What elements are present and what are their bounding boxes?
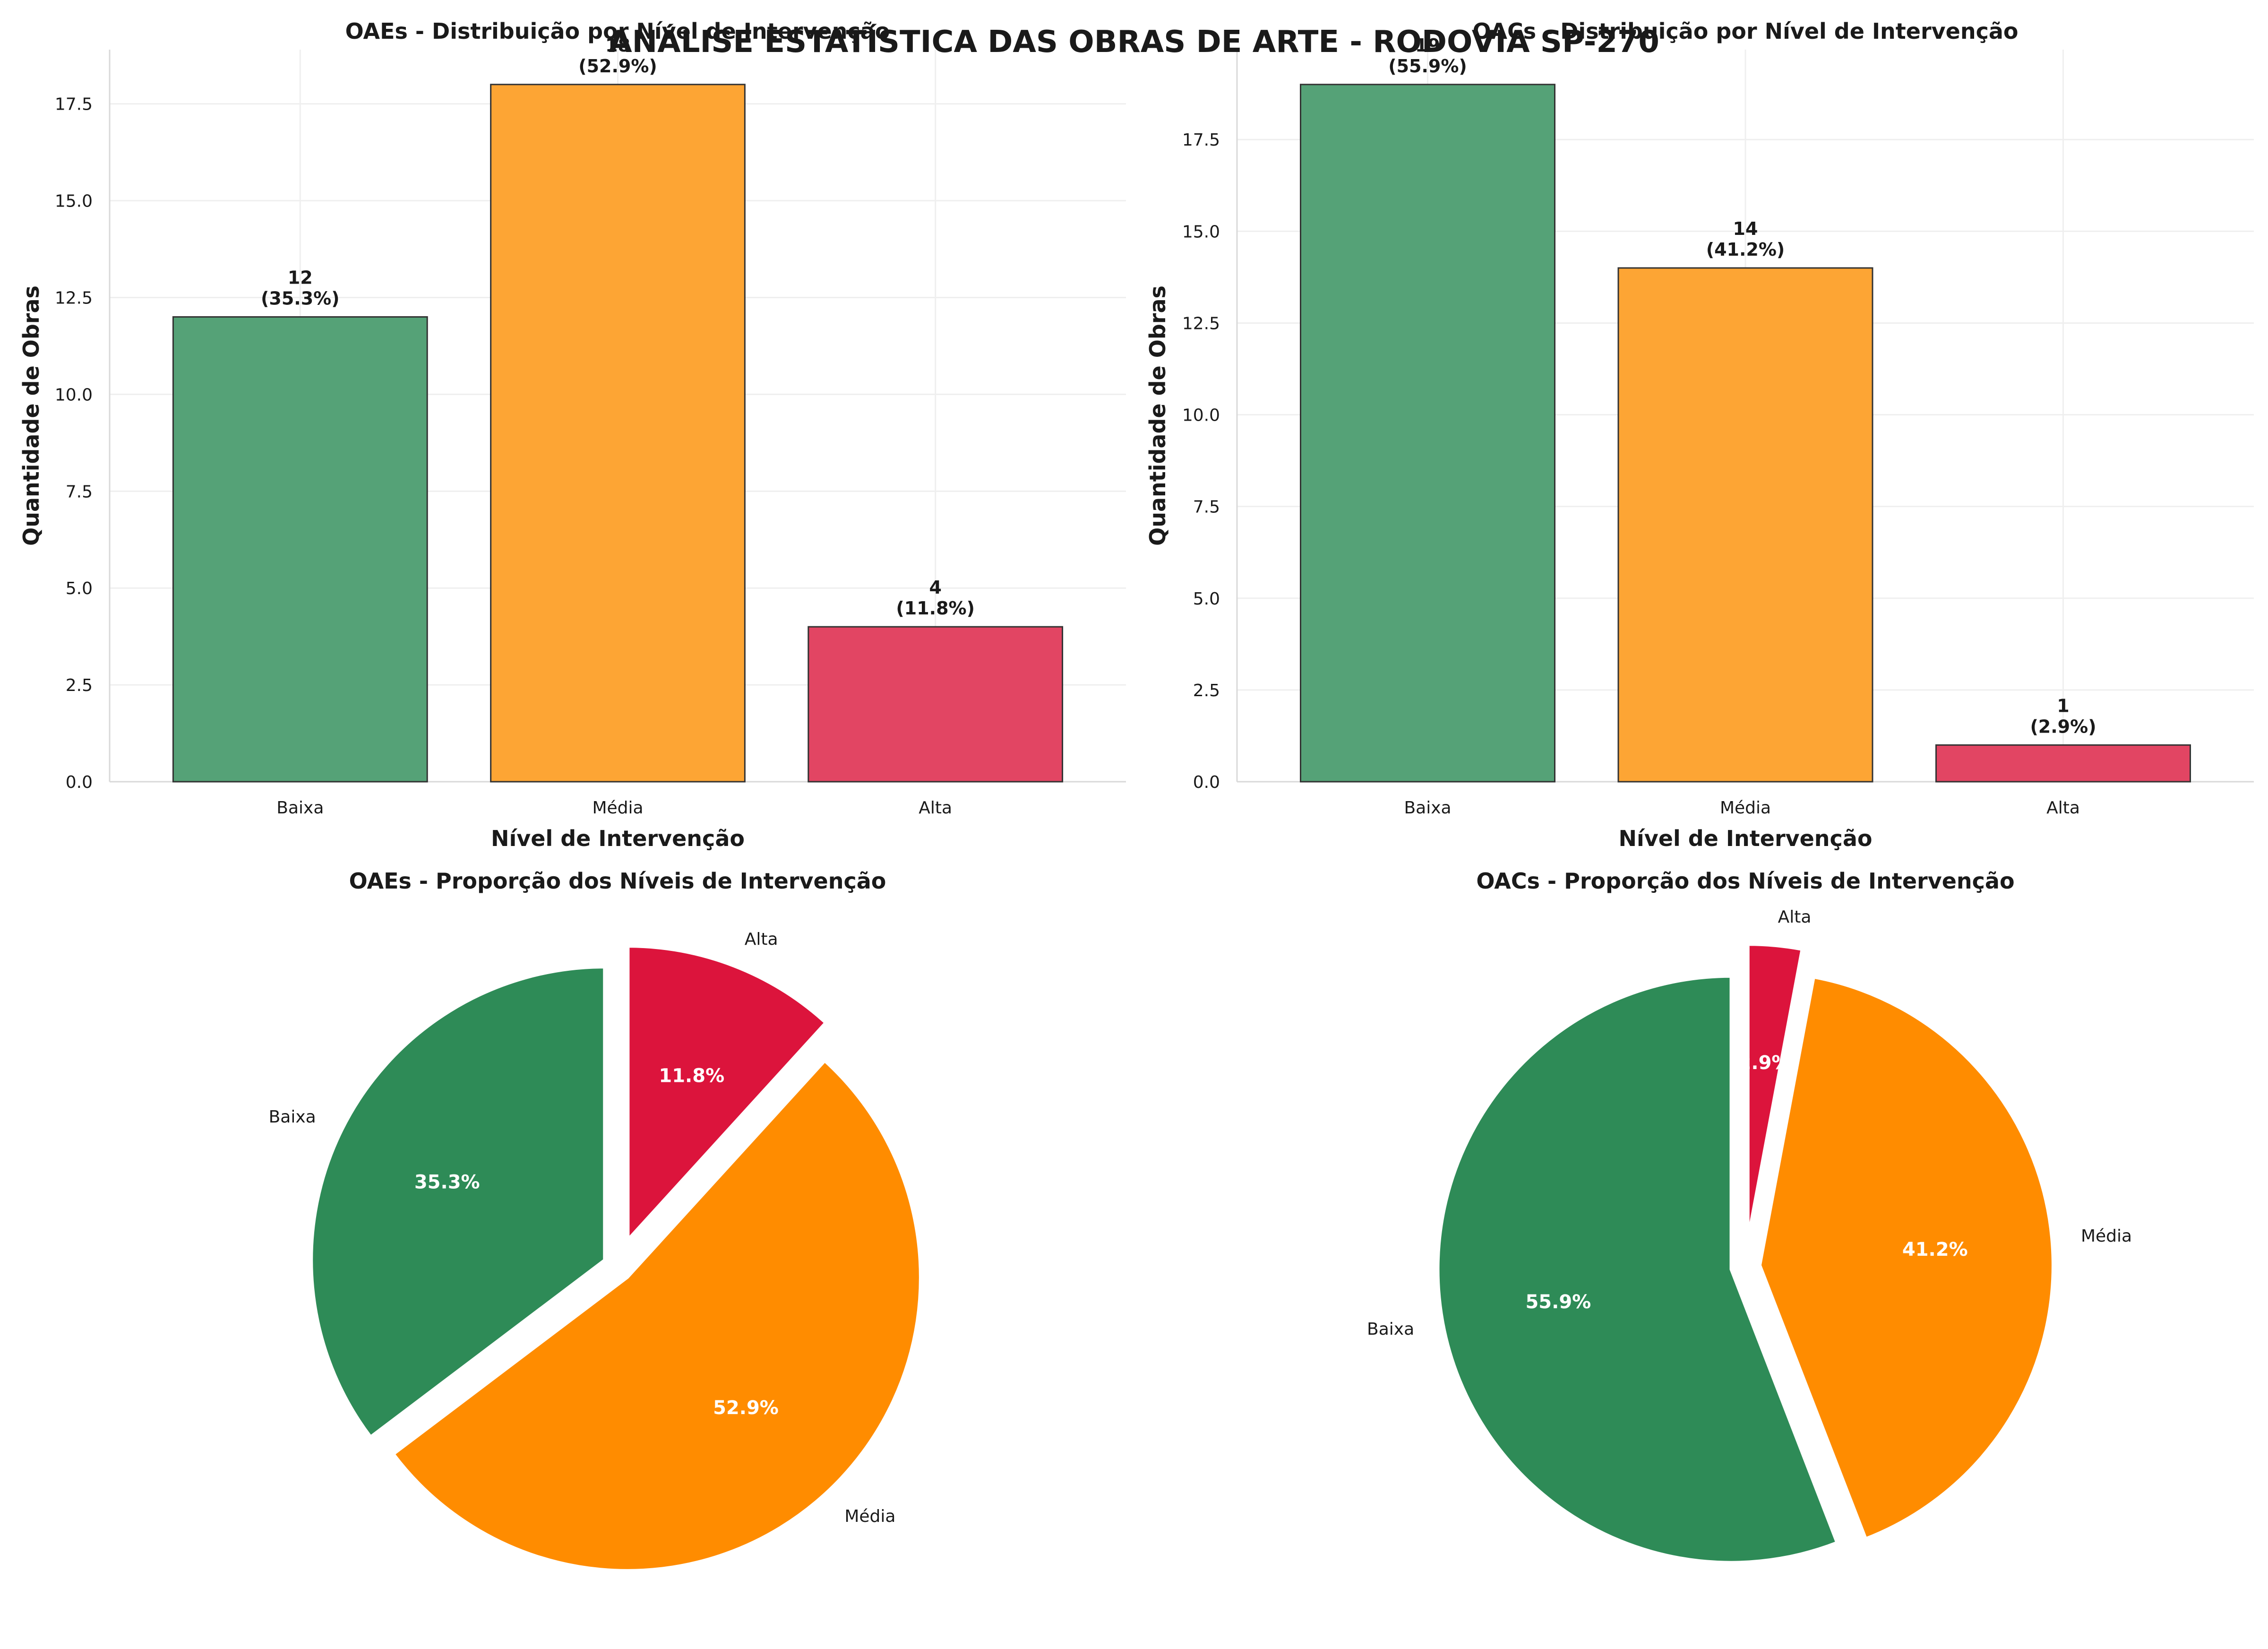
oac-bar-percent-label: (41.2%) — [1706, 239, 1785, 260]
oae-bar-percent-label: (35.3%) — [261, 288, 340, 309]
oae-pie-pct-label: 52.9% — [713, 1397, 779, 1419]
oac-pie-pct-label: 41.2% — [1902, 1239, 1968, 1260]
oac-bar-xtick-label: Média — [1720, 798, 1771, 818]
oae-bar-ytick-label: 10.0 — [55, 385, 93, 405]
oac-bar-xtick-label: Alta — [2046, 798, 2080, 818]
oae-bar-ytick-label: 5.0 — [66, 579, 93, 598]
oae-pie-pct-label: 11.8% — [659, 1065, 724, 1087]
oae-pie-slice-baixa — [310, 966, 606, 1439]
oae-bar-percent-label: (11.8%) — [896, 598, 975, 619]
oac-bar-bar-alta — [1935, 744, 2191, 783]
oac-pie-slice-baixa — [1436, 975, 1839, 1564]
oac-pie-slice-alta — [1746, 943, 1804, 1238]
oae-bar-ytick-label: 15.0 — [55, 192, 93, 211]
oae-bar-ytick-label: 0.0 — [66, 773, 93, 792]
oac-bar-bar-média — [1617, 267, 1873, 783]
oac-pie-pct-label: 55.9% — [1525, 1291, 1591, 1313]
oae-bar-percent-label: (52.9%) — [578, 56, 657, 77]
oae-pie-pct-label: 35.3% — [414, 1171, 480, 1193]
oac-bar-percent-label: (2.9%) — [2030, 716, 2096, 737]
oac-bar-ytick-label: 17.5 — [1182, 130, 1220, 150]
oac-bar-ytick-label: 12.5 — [1182, 314, 1220, 333]
oae-pie-slice-alta — [627, 945, 828, 1243]
oae-bar-xtick-label: Média — [592, 798, 643, 818]
oae-bar-title: OAEs - Distribuição por Nível de Interve… — [345, 18, 890, 44]
oae-bar-ylabel: Quantidade de Obras — [18, 285, 44, 546]
oae-bar-bar-alta — [808, 626, 1064, 783]
oae-pie-category-label: Baixa — [269, 1107, 316, 1127]
oac-bar-value-label: 1 — [2057, 695, 2069, 716]
oac-pie-category-label: Média — [2081, 1226, 2132, 1246]
oac-bar-bar-baixa — [1300, 84, 1555, 783]
oac-pie-slice-média — [1758, 976, 2054, 1541]
oae-pie-slice-média — [391, 1059, 922, 1572]
oae-bar-xlabel: Nível de Intervenção — [491, 826, 745, 851]
oac-pie-category-label: Alta — [1778, 907, 1812, 927]
oae-pie-title: OAEs - Proporção dos Níveis de Intervenç… — [349, 868, 886, 894]
oac-bar-ytick-label: 7.5 — [1193, 498, 1220, 517]
oae-pie-category-label: Alta — [745, 930, 778, 949]
oae-bar-value-label: 18 — [605, 35, 630, 56]
oae-bar-value-label: 4 — [929, 577, 941, 598]
oac-bar-value-label: 14 — [1733, 218, 1758, 239]
oac-bar-xtick-label: Baixa — [1404, 798, 1451, 818]
oae-pie-category-label: Média — [844, 1507, 895, 1526]
oac-bar-ylabel: Quantidade de Obras — [1145, 285, 1170, 546]
oac-pie-pct-label: 2.9% — [1738, 1052, 1791, 1074]
oac-bar-title: OACs - Distribuição por Nível de Interve… — [1472, 18, 2018, 44]
oae-bar-ytick-label: 12.5 — [55, 289, 93, 308]
oae-bar-ytick-label: 17.5 — [55, 95, 93, 114]
oac-pie-category-label: Baixa — [1367, 1320, 1414, 1339]
oae-bar-ytick-label: 2.5 — [66, 676, 93, 695]
oae-bar-bar-média — [490, 84, 746, 783]
oae-bar-bar-baixa — [172, 316, 428, 783]
oac-bar-ytick-label: 5.0 — [1193, 589, 1220, 609]
oac-bar-percent-label: (55.9%) — [1388, 56, 1467, 77]
oac-bar-ytick-label: 2.5 — [1193, 681, 1220, 700]
oae-bar-ytick-label: 7.5 — [66, 482, 93, 501]
oac-bar-value-label: 19 — [1415, 35, 1440, 56]
oac-bar-ytick-label: 0.0 — [1193, 773, 1220, 792]
oae-bar-xtick-label: Baixa — [276, 798, 324, 818]
oac-pie-title: OACs - Proporção dos Níveis de Intervenç… — [1476, 868, 2014, 894]
oac-bar-ytick-label: 10.0 — [1182, 406, 1220, 425]
oae-bar-value-label: 12 — [288, 268, 313, 288]
oac-bar-ytick-label: 15.0 — [1182, 222, 1220, 242]
oac-bar-xlabel: Nível de Intervenção — [1619, 826, 1873, 851]
oae-bar-xtick-label: Alta — [919, 798, 952, 818]
